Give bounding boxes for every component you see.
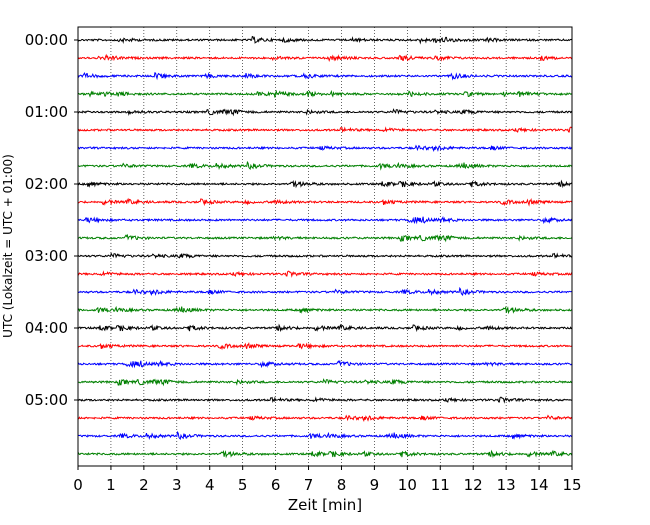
trace-line xyxy=(77,197,573,207)
y-tick-label: 02:00 xyxy=(25,175,68,193)
trace-line xyxy=(77,286,573,297)
trace-line xyxy=(77,216,573,225)
x-tick-label: 11 xyxy=(431,476,450,494)
trace-line xyxy=(77,414,573,423)
y-tick-label: 03:00 xyxy=(25,247,68,265)
x-tick-label: 8 xyxy=(337,476,347,494)
x-tick-label: 15 xyxy=(562,476,581,494)
trace-line xyxy=(77,71,573,81)
x-tick-label: 5 xyxy=(238,476,248,494)
x-tick-label: 3 xyxy=(172,476,182,494)
trace-line xyxy=(77,160,573,171)
x-tick-label: 13 xyxy=(497,476,516,494)
trace-line xyxy=(77,108,573,117)
x-tick-label: 2 xyxy=(139,476,149,494)
x-tick-label: 6 xyxy=(271,476,281,494)
y-tick-label: 00:00 xyxy=(25,31,68,49)
trace-line xyxy=(77,270,573,278)
x-tick-label: 4 xyxy=(205,476,215,494)
trace-line xyxy=(77,89,573,98)
trace-line xyxy=(77,378,573,387)
trace-line xyxy=(77,305,573,315)
x-ticks: 0 1 2 3 4 5 6 7 8 9 10 11 12 13 14 15 xyxy=(73,466,582,494)
trace-line xyxy=(77,233,573,243)
y-ticks: 00:00 01:00 02:00 03:00 04:00 05:00 xyxy=(25,31,78,409)
trace-line xyxy=(77,144,573,153)
trace-line xyxy=(77,323,573,333)
plot-frame xyxy=(77,26,573,467)
trace-line xyxy=(77,449,573,459)
x-tick-label: 1 xyxy=(106,476,116,494)
grid-layer xyxy=(110,27,540,466)
trace-line xyxy=(77,53,573,62)
trace-layer xyxy=(77,35,573,459)
y-tick-label: 04:00 xyxy=(25,319,68,337)
x-tick-label: 7 xyxy=(304,476,314,494)
y-tick-label: 05:00 xyxy=(25,391,68,409)
trace-line xyxy=(77,35,573,45)
x-tick-label: 9 xyxy=(370,476,380,494)
trace-line xyxy=(77,430,573,440)
y-axis-label: UTC (Lokalzeit = UTC + 01:00) xyxy=(1,154,15,338)
trace-line xyxy=(77,341,573,351)
x-tick-label: 12 xyxy=(464,476,483,494)
x-axis-label: Zeit [min] xyxy=(288,496,362,514)
trace-line xyxy=(77,396,573,404)
trace-line xyxy=(77,359,573,369)
trace-line xyxy=(77,179,573,189)
trace-line xyxy=(77,252,573,260)
x-tick-label: 14 xyxy=(530,476,549,494)
x-tick-label: 10 xyxy=(398,476,417,494)
x-tick-label: 0 xyxy=(73,476,83,494)
y-tick-label: 01:00 xyxy=(25,103,68,121)
trace-line xyxy=(77,126,573,134)
